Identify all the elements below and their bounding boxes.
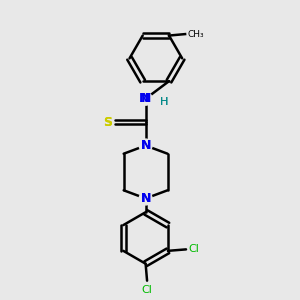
Circle shape: [139, 139, 152, 152]
Text: S: S: [103, 116, 112, 129]
Text: S: S: [103, 116, 112, 129]
Text: N: N: [140, 192, 151, 205]
Circle shape: [139, 92, 152, 105]
Text: N: N: [140, 139, 151, 152]
Text: Cl: Cl: [142, 285, 152, 295]
Circle shape: [139, 192, 152, 205]
Text: CH₃: CH₃: [188, 30, 204, 39]
Text: Cl: Cl: [188, 244, 199, 254]
Text: N: N: [140, 192, 151, 205]
Text: H: H: [160, 97, 169, 107]
Text: N: N: [140, 92, 151, 105]
Text: H: H: [160, 97, 169, 107]
Text: N: N: [140, 139, 151, 152]
Text: N: N: [139, 92, 149, 105]
